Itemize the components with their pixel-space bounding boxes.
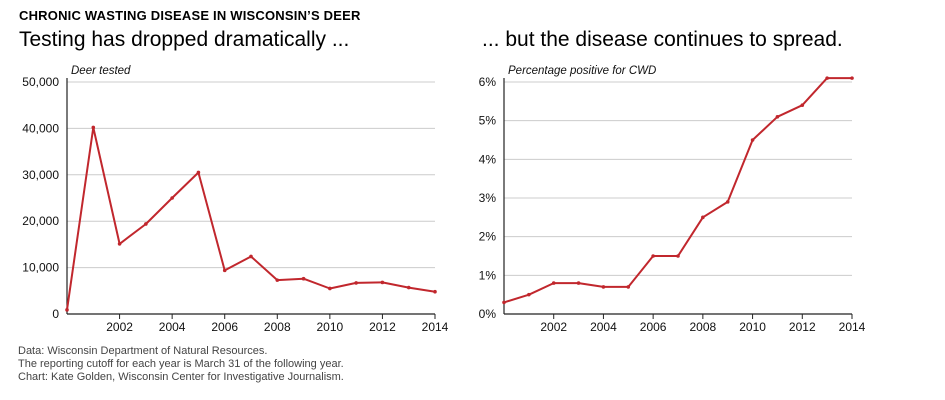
percent-positive-x-tick-label: 2010 [739, 320, 766, 334]
deer-tested-y-tick-label: 20,000 [22, 214, 59, 228]
deer-tested-x-tick-label: 2010 [317, 320, 344, 334]
percent-positive-y-tick-label: 5% [479, 114, 497, 128]
percent-positive-x-tick-label: 2004 [590, 320, 617, 334]
deer-tested-data-point [380, 280, 385, 285]
percent-positive-data-point [527, 292, 531, 297]
percent-positive-data-point [850, 76, 854, 80]
deer-tested-data-point [354, 281, 358, 285]
percent-positive-y-tick-label: 4% [479, 152, 497, 166]
percent-positive-data-point [651, 254, 655, 258]
percent-positive-x-tick-label: 2002 [540, 320, 567, 334]
deer-tested-data-point [170, 196, 174, 200]
percent-positive-data-point [502, 300, 506, 305]
percent-positive-x-tick-label: 2008 [690, 320, 717, 334]
deer-tested-data-point [144, 222, 148, 226]
deer-tested-data-point [196, 170, 201, 175]
deer-tested-data-point [275, 278, 280, 282]
source-notes: Data: Wisconsin Department of Natural Re… [18, 345, 344, 384]
deer-tested-data-point [301, 276, 306, 281]
deer-tested-data-point [91, 125, 96, 130]
left-chart-headline: Testing has dropped dramatically ... [19, 28, 350, 51]
percent-positive-data-point [701, 215, 705, 220]
deer-tested-unit-label: Deer tested [71, 65, 131, 77]
percent-positive-x-tick-label: 2014 [839, 320, 866, 334]
percent-positive-data-point [825, 76, 829, 80]
deer-tested-x-tick-label: 2012 [369, 320, 396, 334]
percent-positive-x-tick-label: 2012 [789, 320, 816, 334]
percent-positive-unit-label: Percentage positive for CWD [508, 65, 656, 77]
note-cutoff: The reporting cutoff for each year is Ma… [18, 358, 344, 370]
percent-positive-data-point [750, 138, 755, 142]
percent-positive-series-line [503, 77, 852, 304]
percent-positive-y-tick-label: 0% [479, 307, 497, 321]
deer-tested-x-tick-label: 2008 [264, 320, 291, 334]
deer-tested-x-tick-label: 2014 [422, 320, 449, 334]
percent-positive-y-tick-label: 1% [479, 268, 497, 282]
percent-positive-data-point [601, 285, 606, 289]
deer-tested-data-point [117, 242, 122, 246]
deer-tested-data-point [433, 289, 437, 294]
percent-positive-data-point [800, 103, 805, 107]
deer-tested-data-point [328, 286, 332, 291]
deer-tested-data-point [65, 308, 69, 312]
deer-tested-y-tick-label: 30,000 [22, 168, 59, 182]
note-credit: Chart: Kate Golden, Wisconsin Center for… [18, 371, 344, 383]
note-source: Data: Wisconsin Department of Natural Re… [18, 345, 268, 357]
percent-positive-data-point [551, 281, 556, 285]
deer-tested-y-tick-label: 10,000 [22, 261, 59, 275]
percent-positive-data-point [775, 115, 780, 119]
deer-tested-x-tick-label: 2006 [211, 320, 238, 334]
deer-tested-y-tick-label: 50,000 [22, 75, 59, 89]
deer-tested-x-tick-label: 2004 [159, 320, 186, 334]
deer-tested-y-tick-label: 0 [52, 307, 59, 321]
percent-positive-x-tick-label: 2006 [640, 320, 667, 334]
deer-tested-x-tick-label: 2002 [106, 320, 133, 334]
deer-tested-data-point [249, 254, 253, 259]
deer-tested-y-tick-label: 40,000 [22, 121, 59, 135]
chart-kicker: CHRONIC WASTING DISEASE IN WISCONSIN’S D… [19, 8, 361, 23]
right-chart-headline: ... but the disease continues to spread. [482, 28, 843, 51]
percent-positive-data-point [725, 200, 730, 204]
deer-tested-data-point [406, 285, 411, 290]
deer-tested-data-point [222, 268, 227, 273]
percent-positive-y-tick-label: 2% [479, 230, 497, 244]
percent-positive-y-tick-label: 3% [479, 191, 497, 205]
percent-positive-data-point [576, 281, 581, 285]
percent-positive-data-point [676, 254, 680, 258]
percent-positive-y-tick-label: 6% [479, 75, 497, 89]
percent-positive-data-point [626, 285, 631, 289]
